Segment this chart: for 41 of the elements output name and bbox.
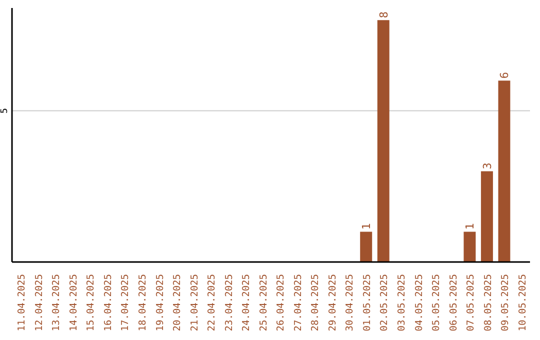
x-tick-label: 06.05.2025 bbox=[448, 274, 460, 332]
x-tick-label: 13.04.2025 bbox=[51, 274, 62, 332]
x-tick-label: 23.04.2025 bbox=[224, 274, 235, 332]
y-tick-label: 5 bbox=[0, 108, 10, 114]
x-tick-label: 01.05.2025 bbox=[362, 274, 373, 332]
data-label: 1 bbox=[464, 223, 477, 230]
x-tick-label: 24.04.2025 bbox=[241, 274, 252, 332]
x-tick-label: 29.04.2025 bbox=[327, 274, 338, 332]
x-tick-label: 15.04.2025 bbox=[86, 274, 97, 332]
x-tick-label: 04.05.2025 bbox=[414, 274, 425, 332]
x-tick-label: 08.05.2025 bbox=[482, 274, 494, 332]
x-tick-label: 27.04.2025 bbox=[292, 274, 304, 332]
data-label: 6 bbox=[498, 72, 512, 79]
x-tick-label: 17.04.2025 bbox=[120, 274, 132, 332]
x-tick-label: 25.04.2025 bbox=[258, 274, 270, 332]
x-tick-label: 02.05.2025 bbox=[379, 274, 390, 332]
x-tick-label: 16.04.2025 bbox=[102, 274, 114, 332]
x-tick-label: 22.04.2025 bbox=[206, 274, 218, 332]
x-tick-label: 28.04.2025 bbox=[310, 274, 322, 332]
x-tick-label: 12.04.2025 bbox=[34, 274, 45, 332]
data-label: 1 bbox=[360, 223, 374, 230]
bar bbox=[377, 20, 390, 262]
data-label: 8 bbox=[377, 11, 390, 18]
x-tick-label: 20.04.2025 bbox=[172, 274, 184, 332]
data-label: 3 bbox=[480, 162, 494, 170]
bar bbox=[360, 232, 372, 262]
x-tick-label: 26.04.2025 bbox=[276, 274, 287, 332]
x-tick-label: 19.04.2025 bbox=[154, 274, 166, 332]
x-tick-label: 11.04.2025 bbox=[16, 274, 28, 332]
bar bbox=[480, 171, 493, 262]
x-tick-label: 09.05.2025 bbox=[500, 274, 512, 332]
x-tick-label: 07.05.2025 bbox=[466, 274, 477, 332]
x-tick-label: 21.04.2025 bbox=[189, 274, 200, 332]
x-tick-label: 10.05.2025 bbox=[517, 274, 528, 332]
bar bbox=[498, 80, 510, 262]
bar bbox=[464, 232, 476, 262]
x-tick-label: 03.05.2025 bbox=[396, 274, 408, 332]
x-tick-label: 05.05.2025 bbox=[431, 274, 442, 332]
x-tick-label: 18.04.2025 bbox=[138, 274, 148, 332]
x-tick-label: 14.04.2025 bbox=[68, 274, 80, 332]
x-tick-label: 30.04.2025 bbox=[344, 274, 356, 332]
